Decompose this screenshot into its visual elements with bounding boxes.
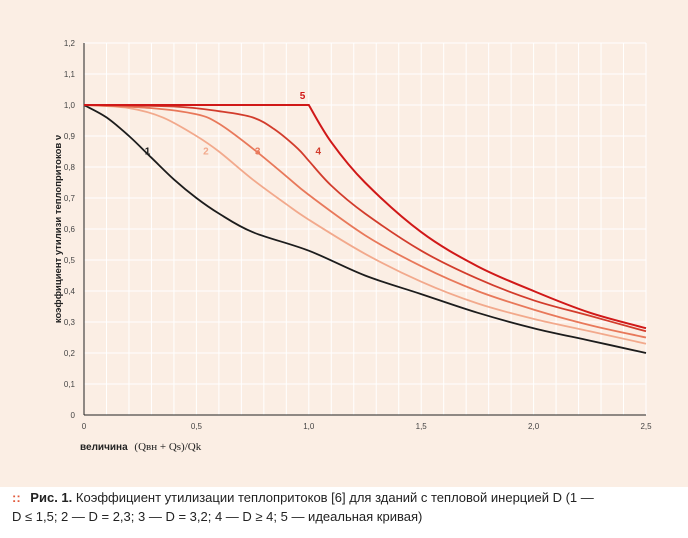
y-tick-label: 0,4 (64, 287, 76, 296)
y-tick-label: 1,1 (64, 70, 76, 79)
x-tick-label: 0 (82, 422, 87, 431)
y-tick-label: 0 (71, 411, 76, 420)
y-tick-label: 1,2 (64, 39, 76, 48)
caption-marker: :: (12, 490, 21, 505)
figure-caption: :: Рис. 1. Коэффициент утилизации теплоп… (12, 488, 684, 526)
y-tick-label: 0,1 (64, 380, 76, 389)
curve-label-1: 1 (145, 147, 151, 158)
series-line-4 (83, 104, 647, 333)
curve-label-3: 3 (255, 147, 261, 158)
caption-figure-label: Рис. 1. (30, 490, 73, 505)
y-tick-label: 0,5 (64, 256, 76, 265)
y-tick-label: 0,2 (64, 349, 76, 358)
series-lines (83, 104, 647, 354)
x-tick-label: 2,0 (528, 422, 540, 431)
x-tick-label: 2,5 (640, 422, 652, 431)
curve-label-4: 4 (316, 147, 322, 158)
x-axis-label: величина (Qвн + Qs)/Qk (80, 441, 202, 453)
series-line-2 (83, 104, 647, 345)
y-tick-label: 0,7 (64, 194, 76, 203)
x-tick-label: 1,5 (416, 422, 428, 431)
y-axis-label: коэффициент утилизи теплопритоков ν (53, 135, 64, 323)
x-tick-labels: 0 0,5 1,0 1,5 2,0 2,5 (82, 422, 652, 431)
curve-label-5: 5 (300, 91, 306, 102)
y-tick-label: 0,9 (64, 132, 76, 141)
y-tick-label: 0,6 (64, 225, 76, 234)
curve-labels: 1 2 3 4 5 (145, 91, 322, 158)
y-tick-label: 0,3 (64, 318, 76, 327)
y-tick-label: 0,8 (64, 163, 76, 172)
series-line-3 (83, 104, 647, 339)
x-axis-label-word: величина (80, 442, 128, 453)
x-axis-label-formula: (Qвн + Qs)/Qk (134, 441, 201, 453)
curve-label-2: 2 (203, 147, 209, 158)
caption-text-line1: Коэффициент утилизации теплопритоков [6]… (75, 490, 594, 505)
grid (84, 42, 647, 415)
series-line-1 (83, 104, 647, 354)
series-line-5 (84, 104, 647, 330)
x-tick-label: 0,5 (191, 422, 203, 431)
caption-text-line2: D ≤ 1,5; 2 — D = 2,3; 3 — D = 3,2; 4 — D… (12, 509, 423, 524)
x-tick-label: 1,0 (303, 422, 315, 431)
y-tick-label: 1,0 (64, 101, 76, 110)
y-tick-labels: 0 0,1 0,2 0,3 0,4 0,5 0,6 0,7 0,8 0,9 1,0 1,1 1,2 (64, 39, 76, 420)
